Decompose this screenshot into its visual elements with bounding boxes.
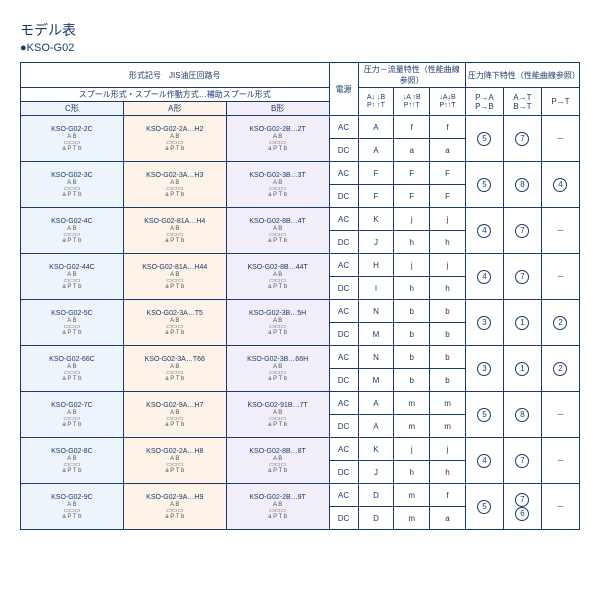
page-subtitle: ●KSO-G02	[20, 42, 580, 54]
page-title: モデル表	[20, 20, 580, 40]
model-table: 形式記号 JIS油圧回路号電源圧力－流量特性（性能曲線参照）圧力降下特性（性能曲…	[20, 62, 580, 530]
title-area: モデル表 ●KSO-G02	[20, 20, 580, 54]
